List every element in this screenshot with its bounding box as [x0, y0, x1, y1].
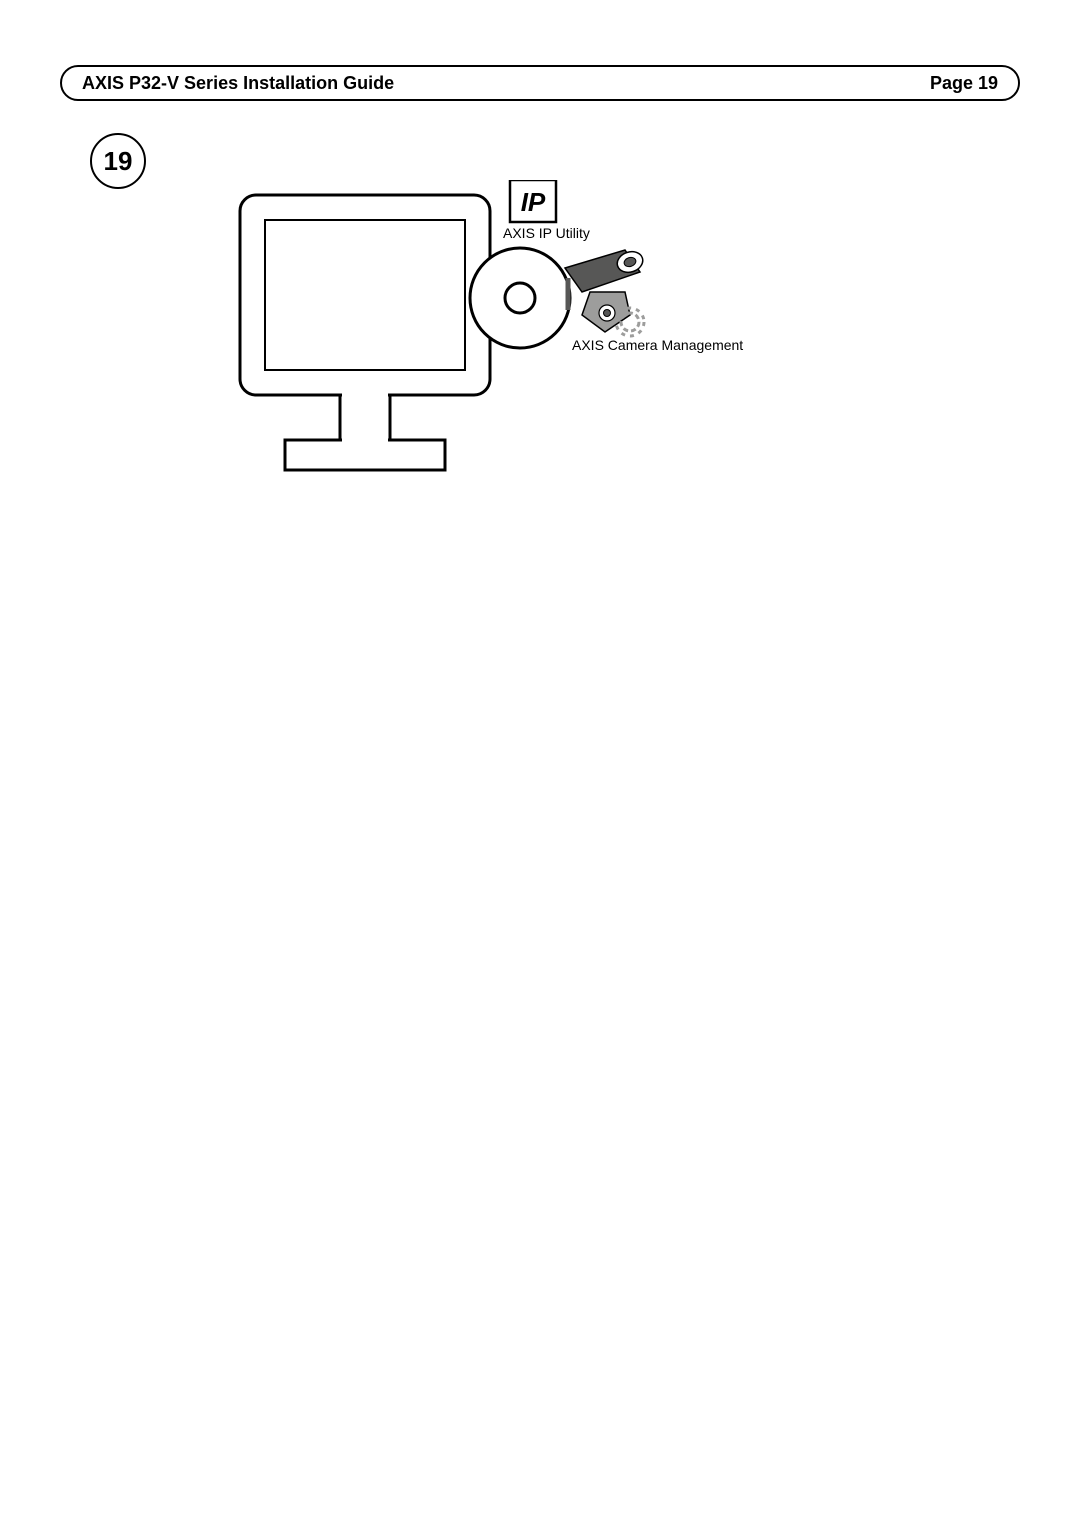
ip-utility-label: AXIS IP Utility — [503, 225, 590, 241]
cd-hole-icon — [505, 283, 535, 313]
monitor-neck-icon — [340, 395, 390, 440]
page-header: AXIS P32-V Series Installation Guide Pag… — [60, 65, 1020, 101]
monitor-base-join — [342, 436, 388, 444]
doc-title: AXIS P32-V Series Installation Guide — [82, 73, 394, 94]
camera-management-label: AXIS Camera Management — [572, 337, 743, 353]
monitor-body-icon — [240, 195, 490, 395]
page-number: Page 19 — [930, 73, 998, 94]
step-number-badge: 19 — [90, 133, 146, 189]
ip-box-text: IP — [521, 187, 546, 217]
gear-icon — [616, 308, 644, 336]
dome-camera-icon — [582, 292, 630, 332]
step-number-text: 19 — [104, 146, 133, 177]
monitor-neck-join — [342, 393, 388, 399]
monitor-base-icon — [285, 440, 445, 470]
